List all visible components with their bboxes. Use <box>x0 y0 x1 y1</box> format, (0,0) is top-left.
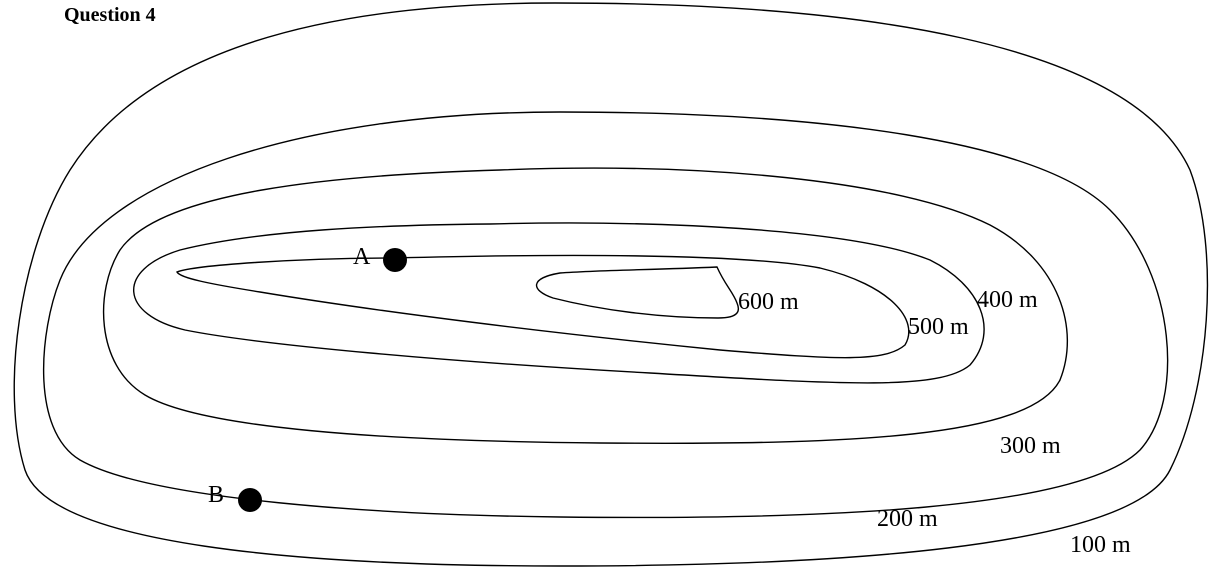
contour-line-400 <box>133 222 985 384</box>
contour-line-100 <box>13 2 1209 567</box>
point-b-label: B <box>208 482 224 508</box>
contour-line-600 <box>535 266 740 319</box>
point-b-marker <box>238 488 262 512</box>
point-a-marker <box>383 248 407 272</box>
contour-line-200 <box>42 111 1169 519</box>
point-a-label: A <box>353 244 371 270</box>
contour-label-400: 400 m <box>977 287 1038 313</box>
contour-label-600: 600 m <box>738 289 799 315</box>
page-title: Question 4 <box>64 4 156 26</box>
contour-label-300: 300 m <box>1000 433 1061 459</box>
contour-label-100: 100 m <box>1070 532 1131 558</box>
contour-line-300 <box>102 167 1068 444</box>
contour-label-200: 200 m <box>877 506 938 532</box>
contour-label-500: 500 m <box>908 314 969 340</box>
contour-line-500 <box>176 254 910 359</box>
